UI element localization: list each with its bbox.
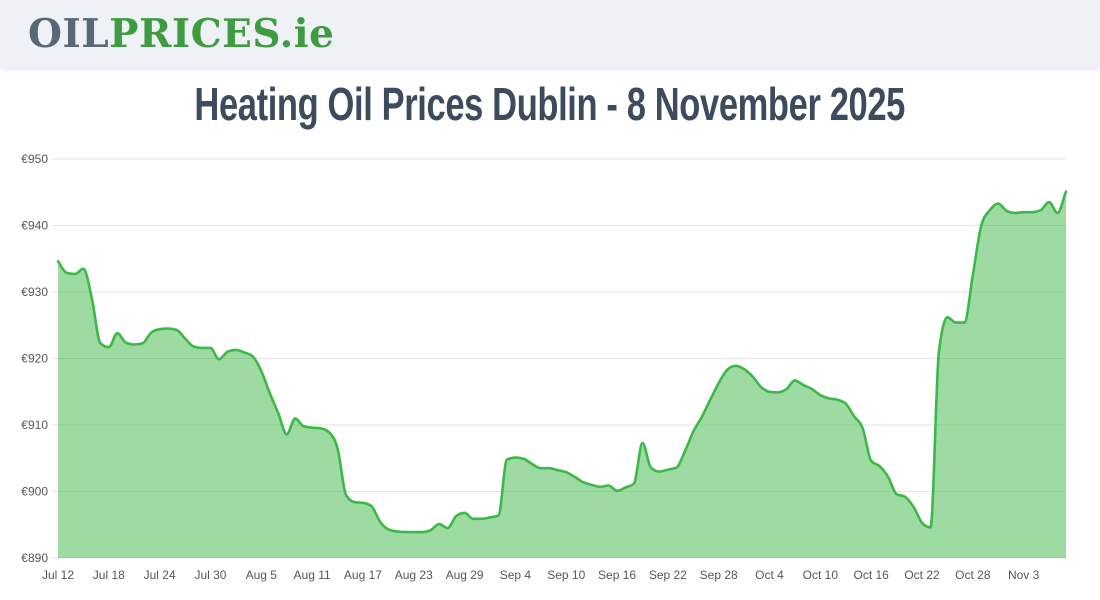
x-axis-label: Jul 24 xyxy=(144,568,176,582)
heating-oil-price-chart: €950 €940 €930 €920 €910 €900 €890 Jul 12 Jul 18… xyxy=(0,140,1100,600)
y-axis-label: €930 xyxy=(21,285,48,299)
x-axis-label: Oct 16 xyxy=(853,568,889,582)
x-axis-label: Oct 22 xyxy=(904,568,940,582)
x-axis-label: Aug 5 xyxy=(246,568,278,582)
logo-text-oil: OIL xyxy=(28,10,110,57)
x-axis-label: Sep 10 xyxy=(547,568,585,582)
y-axis-label: €920 xyxy=(21,352,48,366)
y-axis-label: €940 xyxy=(21,219,48,233)
x-axis-label: Jul 12 xyxy=(42,568,74,582)
chart-canvas[interactable]: €950 €940 €930 €920 €910 €900 €890 Jul 12 Jul 18… xyxy=(0,140,1100,600)
x-axis-labels: Jul 12 Jul 18 Jul 24 Jul 30 Aug 5 Aug 11 Aug 1… xyxy=(42,568,1040,582)
main-content: Heating Oil Prices Dublin - 8 November 2… xyxy=(0,68,1100,600)
x-axis-label: Sep 28 xyxy=(700,568,738,582)
x-axis-label: Aug 29 xyxy=(446,568,484,582)
x-axis-label: Nov 3 xyxy=(1008,568,1040,582)
page-title-text: Heating Oil Prices Dublin - 8 November 2… xyxy=(194,78,906,130)
page-title: Heating Oil Prices Dublin - 8 November 2… xyxy=(76,77,1023,131)
logo-text-prices: PRICES xyxy=(109,10,280,57)
x-axis-label: Oct 4 xyxy=(755,568,784,582)
x-axis-label: Jul 18 xyxy=(93,568,125,582)
x-axis-label: Aug 23 xyxy=(395,568,433,582)
price-line xyxy=(56,190,1068,534)
y-axis-label: €950 xyxy=(21,152,48,166)
y-axis-labels: €950 €940 €930 €920 €910 €900 €890 xyxy=(21,152,48,565)
logo-text-ie: .ie xyxy=(279,10,335,57)
x-axis-label: Aug 11 xyxy=(294,568,331,582)
x-axis-label: Aug 17 xyxy=(344,568,382,582)
x-axis-label: Oct 28 xyxy=(955,568,991,582)
price-area-fill xyxy=(58,191,1066,558)
x-axis-label: Sep 4 xyxy=(500,568,532,582)
title-bar: Heating Oil Prices Dublin - 8 November 2… xyxy=(0,68,1100,140)
x-axis-label: Jul 30 xyxy=(194,568,226,582)
y-axis-label: €900 xyxy=(21,485,48,499)
y-axis-label: €890 xyxy=(21,551,48,565)
x-axis-label: Oct 10 xyxy=(803,568,839,582)
site-header: OILPRICES.ie xyxy=(0,0,1100,68)
x-axis-label: Sep 16 xyxy=(598,568,636,582)
site-logo[interactable]: OILPRICES.ie xyxy=(28,14,334,54)
y-axis-label: €910 xyxy=(21,418,48,432)
x-axis-label: Sep 22 xyxy=(649,568,687,582)
